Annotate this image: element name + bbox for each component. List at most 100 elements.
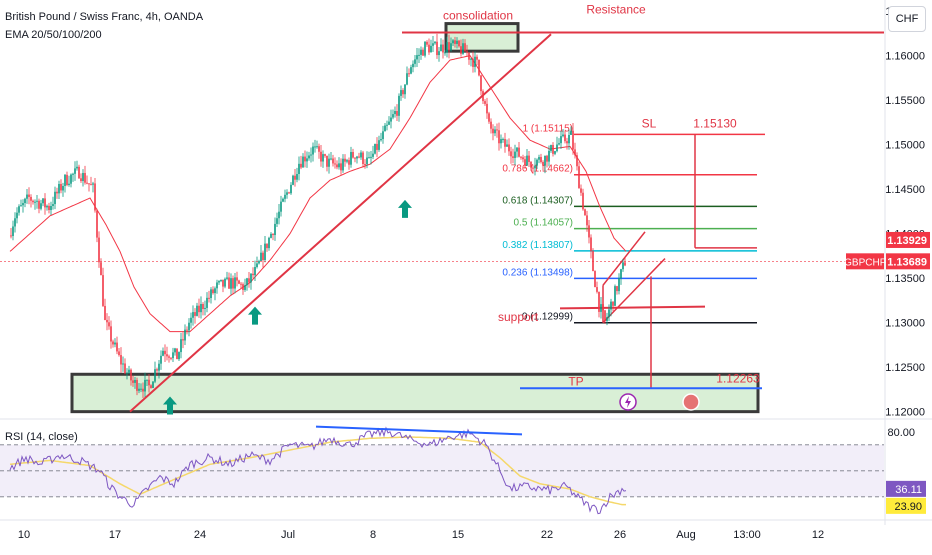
candle: [46, 204, 48, 211]
consolidation-label: consolidation: [443, 8, 513, 22]
candle: [64, 173, 66, 193]
candle-body: [506, 144, 508, 147]
candle: [616, 285, 618, 295]
candle: [372, 145, 374, 160]
candle-body: [596, 287, 598, 292]
candle-body: [508, 144, 510, 152]
candle: [224, 277, 226, 289]
candle-body: [524, 159, 526, 166]
candle: [276, 212, 278, 228]
candle-body: [442, 44, 444, 53]
candle: [26, 189, 28, 204]
candle-body: [582, 192, 584, 210]
candle: [100, 258, 102, 276]
candle-body: [190, 317, 192, 323]
rsi-ma-badge: [886, 497, 926, 514]
candle-body: [130, 369, 132, 381]
candle: [74, 161, 76, 181]
candle-body: [544, 155, 546, 166]
candle-body: [32, 200, 34, 203]
candle: [270, 232, 272, 239]
candle-body: [534, 165, 536, 169]
candle: [392, 109, 394, 120]
candle: [188, 318, 190, 337]
candle: [354, 157, 356, 163]
candle: [80, 173, 82, 183]
candle: [396, 104, 398, 122]
candle: [484, 99, 486, 106]
candle-body: [606, 317, 608, 321]
wedge-upper-line: [602, 231, 646, 286]
candle-body: [24, 198, 26, 204]
candle: [138, 382, 140, 394]
candle-body: [236, 277, 238, 281]
candle: [186, 326, 188, 335]
candle: [226, 271, 228, 281]
candle-body: [322, 154, 324, 162]
candle: [182, 332, 184, 349]
candle: [358, 152, 360, 159]
candle: [10, 228, 12, 239]
candle: [104, 298, 106, 321]
candle-body: [80, 178, 82, 181]
candle: [424, 40, 426, 58]
candle: [506, 139, 508, 147]
candle: [294, 169, 296, 187]
candle-body: [360, 152, 362, 158]
candle-body: [504, 139, 506, 147]
sl-label: SL: [642, 116, 657, 130]
candle: [356, 155, 358, 164]
candle-body: [92, 183, 94, 185]
candle-body: [308, 155, 310, 159]
candle: [134, 377, 136, 389]
rsi-line: [9, 426, 627, 515]
candle-body: [90, 184, 92, 186]
candle-body: [38, 200, 40, 209]
candle-body: [126, 372, 128, 374]
candle: [286, 189, 288, 199]
candle: [282, 197, 284, 203]
candle-body: [450, 43, 452, 51]
candle-body: [418, 54, 420, 56]
candle: [360, 150, 362, 160]
candle: [448, 34, 450, 59]
candle: [72, 172, 74, 182]
candle: [176, 348, 178, 360]
candle: [14, 212, 16, 233]
candle-body: [390, 117, 392, 122]
candle: [288, 191, 290, 194]
candle: [504, 132, 506, 153]
candle-body: [122, 363, 124, 365]
candle: [56, 187, 58, 199]
rsi-legend[interactable]: RSI (14, close): [5, 431, 78, 443]
candle: [380, 132, 382, 142]
candle-body: [268, 237, 270, 249]
candle-body: [108, 322, 110, 327]
candle: [304, 150, 306, 168]
chart-labels: consolidation Resistance SL 1.15130 support T…: [443, 2, 760, 388]
candle: [490, 118, 492, 134]
candle: [120, 347, 122, 373]
candle: [20, 199, 22, 207]
candle: [330, 151, 332, 161]
candle: [280, 195, 282, 217]
candle-body: [310, 154, 312, 156]
candle: [66, 171, 68, 187]
candle: [126, 368, 128, 380]
indicator-legend[interactable]: EMA 20/50/100/200: [5, 29, 102, 41]
candle-body: [314, 146, 316, 148]
consolidation-box: [444, 22, 520, 53]
candle-body: [234, 277, 236, 289]
currency-button[interactable]: CHF: [888, 6, 926, 32]
candle-body: [536, 159, 538, 166]
candle-body: [262, 252, 264, 261]
candle-body: [214, 288, 216, 294]
candle-body: [316, 146, 318, 148]
candle: [198, 298, 200, 318]
candle: [580, 184, 582, 196]
candle: [116, 336, 118, 355]
candle: [496, 123, 498, 138]
symbol-label: GBPCHF: [844, 257, 886, 268]
candle-body: [62, 185, 64, 191]
